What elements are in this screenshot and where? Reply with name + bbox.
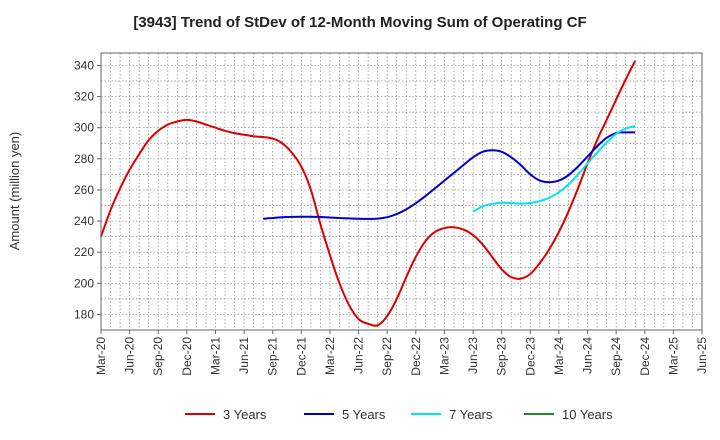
- x-tick-label: Mar-22: [323, 337, 337, 375]
- x-tick-label: Jun-20: [123, 337, 137, 374]
- y-tick-label: 300: [74, 121, 94, 135]
- chart-title: [3943] Trend of StDev of 12-Month Moving…: [133, 14, 587, 31]
- x-tick-label: Dec-20: [180, 337, 194, 376]
- y-tick-label: 320: [74, 90, 94, 104]
- legend-label-3: 7 Years: [449, 407, 493, 422]
- y-tick-label: 180: [74, 307, 94, 321]
- x-tick-label: Jun-23: [466, 337, 480, 374]
- y-tick-label: 280: [74, 152, 94, 166]
- plot-frame: [100, 52, 703, 331]
- series-lines: [100, 60, 637, 327]
- x-tick-label: Mar-23: [437, 337, 451, 375]
- x-tick-label: Mar-20: [94, 337, 108, 375]
- x-tick-label: Sep-23: [495, 337, 509, 376]
- legend-label-2: 5 Years: [342, 407, 386, 422]
- x-tick-label: Dec-24: [638, 337, 652, 376]
- y-tick-label: 200: [74, 276, 94, 290]
- legend-label-1: 3 Years: [223, 407, 267, 422]
- x-tick-label: Jun-22: [352, 337, 366, 374]
- x-tick-label: Dec-21: [294, 337, 308, 376]
- legend: 3 Years 5 Years 7 Years 10 Years: [185, 407, 613, 422]
- x-tick-label: Sep-20: [151, 337, 165, 376]
- x-tick-label: Jun-21: [237, 337, 251, 374]
- grid: [101, 53, 702, 331]
- y-tick-label: 340: [74, 58, 94, 72]
- x-tick-label: Sep-21: [266, 337, 280, 376]
- series-line-2: [263, 131, 636, 220]
- series-line-1: [100, 60, 637, 327]
- x-axis-ticks: Mar-20 Jun-20 Sep-20 Dec-20 Mar-21 Jun-21 Sep-…: [94, 330, 709, 376]
- y-tick-label: 220: [74, 245, 94, 259]
- x-tick-label: Dec-23: [523, 337, 537, 376]
- x-tick-label: Sep-22: [380, 337, 394, 376]
- x-tick-label: Dec-22: [409, 337, 423, 376]
- legend-label-4: 10 Years: [562, 407, 613, 422]
- x-tick-label: Mar-21: [208, 337, 222, 375]
- y-axis-ticks: 180 200 220 240 260 280 300 320 340: [74, 58, 101, 321]
- x-tick-label: Mar-24: [552, 337, 566, 375]
- y-axis-title: Amount (million yen): [7, 132, 22, 251]
- series-line-3: [472, 125, 636, 213]
- x-tick-label: Sep-24: [609, 337, 623, 376]
- y-tick-label: 240: [74, 214, 94, 228]
- x-tick-label: Jun-24: [581, 337, 595, 374]
- x-tick-label: Jun-25: [695, 337, 709, 374]
- x-tick-label: Mar-25: [666, 337, 680, 375]
- y-tick-label: 260: [74, 183, 94, 197]
